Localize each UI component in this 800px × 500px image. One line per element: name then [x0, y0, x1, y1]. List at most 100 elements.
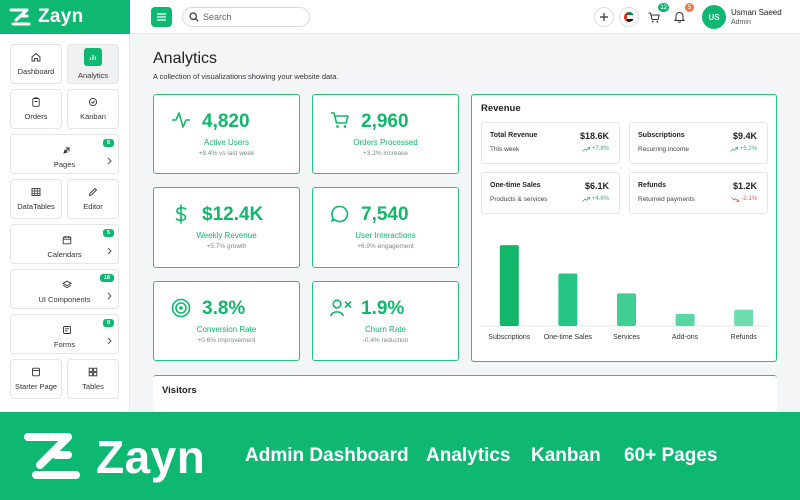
trend-up-icon	[730, 146, 738, 152]
summary-label: Subscriptions	[638, 132, 685, 139]
banner-nav-analytics[interactable]: Analytics	[426, 445, 511, 466]
pen-icon	[88, 187, 98, 197]
stat-delta: +0.6% improvement	[197, 337, 256, 344]
banner-nav-admin-dashboard[interactable]: Admin Dashboard	[245, 445, 409, 466]
sidebar-item-orders[interactable]: Orders	[10, 89, 62, 129]
revenue-card: Revenue Total Revenue $18.6K This week +…	[471, 94, 777, 362]
bar-services[interactable]	[617, 293, 636, 326]
bar-chart-icon	[84, 48, 102, 66]
stat-label: User Interactions	[355, 231, 416, 240]
grid-icon	[88, 367, 98, 377]
sidebar-item-analytics[interactable]: Analytics	[67, 44, 119, 84]
clipboard-icon	[32, 97, 40, 107]
revenue-summary-refunds: Refunds $1.2K Returned payments -2.1%	[629, 172, 768, 214]
sidebar-item-label: Dashboard	[17, 67, 55, 76]
brand-name: Zayn	[38, 6, 84, 27]
summary-delta-value: +7.8%	[591, 146, 609, 152]
summary-delta-value: +5.2%	[739, 146, 757, 152]
sidebar-item-editor[interactable]: Editor	[67, 179, 119, 219]
stat-value: 3.8%	[202, 298, 246, 319]
notifications-badge: 5	[685, 3, 694, 12]
form-icon	[63, 326, 71, 334]
chevron-right-icon	[107, 337, 112, 345]
sidebar-item-starter-page[interactable]: Starter Page	[10, 359, 62, 399]
sidebar-item-forms[interactable]: 8 Forms	[10, 314, 119, 354]
promo-banner: Zayn Admin Dashboard Analytics Kanban 60…	[0, 412, 800, 500]
summary-value: $9.4K	[732, 131, 757, 141]
sidebar-item-pages[interactable]: 8 Pages	[10, 134, 119, 174]
bar-one-time-sales[interactable]	[558, 273, 578, 326]
add-button[interactable]	[594, 7, 614, 27]
x-tick-label: Add-ons	[672, 334, 699, 341]
x-tick-label: Refunds	[731, 334, 758, 341]
summary-delta: +4.6%	[582, 196, 609, 202]
calendar-icon	[62, 236, 72, 245]
avatar[interactable]: US	[702, 5, 726, 29]
stat-card-weekly-revenue: $12.4K Weekly Revenue +5.7% growth	[153, 187, 300, 268]
search-input[interactable]	[203, 12, 298, 22]
sidebar-item-tables[interactable]: Tables	[67, 359, 119, 399]
layers-icon	[62, 280, 72, 289]
bar-subscriptions[interactable]	[499, 245, 519, 326]
revenue-summary-subscriptions: Subscriptions $9.4K Recurring income +5.…	[629, 122, 768, 164]
sidebar-item-label: Analytics	[77, 71, 108, 80]
banner-nav-kanban[interactable]: Kanban	[531, 445, 601, 466]
sidebar-badge: 5	[102, 229, 114, 237]
target-icon	[171, 298, 191, 318]
trend-up-icon	[582, 146, 590, 152]
cart-icon	[331, 112, 349, 128]
summary-delta-value: +4.6%	[591, 196, 609, 202]
zayn-logo-icon	[24, 433, 80, 479]
stat-value: 2,960	[361, 111, 409, 132]
user-name[interactable]: Usman Saeed	[731, 8, 782, 17]
chat-icon	[331, 205, 349, 223]
trend-up-icon	[582, 196, 590, 202]
summary-subtitle: Recurring income	[638, 146, 689, 153]
bar-refunds[interactable]	[734, 309, 754, 326]
summary-label: Refunds	[638, 182, 666, 189]
stat-card-conversion-rate: 3.8% Conversion Rate +0.6% improvement	[153, 281, 300, 361]
stat-label: Orders Processed	[353, 138, 418, 147]
zayn-logo-icon	[8, 6, 32, 28]
stat-delta: -0.4% reduction	[362, 337, 409, 344]
sidebar-item-label: UI Components	[38, 295, 91, 304]
stat-value: 1.9%	[361, 298, 405, 319]
sidebar-item-label: Calendars	[47, 250, 82, 259]
revenue-title: Revenue	[481, 103, 521, 114]
banner-brand: Zayn	[96, 431, 206, 483]
sidebar-badge: 8	[102, 319, 114, 327]
sidebar-item-label: Kanban	[80, 112, 106, 121]
cart-badge: 12	[658, 3, 669, 12]
sidebar-item-datatables[interactable]: DataTables	[10, 179, 62, 219]
revenue-summary-total: Total Revenue $18.6K This week +7.8%	[481, 122, 620, 164]
stat-delta: +3.2% increase	[363, 150, 408, 157]
bar-add-ons[interactable]	[675, 313, 695, 326]
language-button[interactable]	[619, 7, 639, 27]
cart-icon	[648, 12, 660, 22]
sidebar-item-label: Editor	[83, 202, 103, 211]
chevron-right-icon	[107, 247, 112, 255]
banner-nav-pages[interactable]: 60+ Pages	[624, 445, 718, 466]
x-tick-label: Services	[613, 334, 640, 341]
stat-label: Active Users	[204, 138, 249, 147]
sidebar-item-calendars[interactable]: 5 Calendars	[10, 224, 119, 264]
cart-button[interactable]: 12	[645, 3, 669, 26]
stat-label: Churn Rate	[365, 325, 406, 334]
kanban-icon	[88, 97, 98, 107]
sidebar-item-dashboard[interactable]: Dashboard	[10, 44, 62, 84]
revenue-summary-one-time-sales: One-time Sales $6.1K Products & services…	[481, 172, 620, 214]
dollar-icon	[175, 204, 187, 224]
sidebar-item-label: Tables	[82, 382, 104, 391]
sidebar-item-kanban[interactable]: Kanban	[67, 89, 119, 129]
sidebar-item-ui-components[interactable]: 18 UI Components	[10, 269, 119, 309]
menu-toggle-button[interactable]	[151, 7, 172, 27]
activity-icon	[172, 112, 190, 128]
sidebar-badge: 18	[99, 274, 114, 282]
notifications-button[interactable]: 5	[670, 3, 694, 26]
page-subtitle: A collection of visualizations showing y…	[153, 72, 339, 81]
user-role: Admin	[731, 19, 751, 26]
user-remove-icon	[330, 299, 352, 317]
stat-value: 7,540	[361, 204, 409, 225]
stat-delta: +8.4% vs last week	[198, 150, 255, 157]
brand-logo[interactable]: Zayn	[0, 0, 130, 34]
